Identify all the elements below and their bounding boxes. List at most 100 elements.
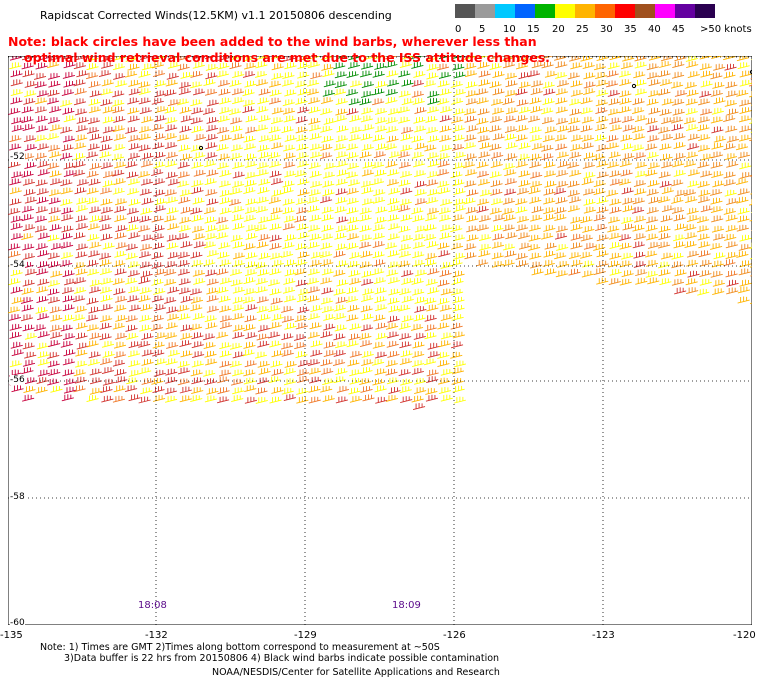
wind-barb — [660, 133, 674, 141]
wind-barb — [191, 259, 204, 267]
wind-barb — [113, 115, 126, 123]
wind-barb — [517, 153, 531, 161]
wind-barb — [60, 198, 73, 206]
wind-barb — [398, 243, 411, 251]
wind-barb — [476, 117, 489, 125]
wind-barb — [504, 72, 518, 80]
wind-barb — [218, 242, 231, 250]
wind-barb — [138, 144, 151, 152]
wind-barb — [399, 198, 412, 206]
wind-barb — [204, 216, 217, 224]
wind-barb — [400, 187, 413, 195]
wind-barb — [437, 152, 450, 160]
wind-barb — [398, 151, 411, 159]
wind-barb — [206, 305, 219, 313]
wind-barb — [360, 295, 374, 303]
wind-barb — [48, 80, 61, 88]
wind-barb — [697, 124, 710, 132]
wind-barb — [151, 215, 164, 223]
wind-barb — [112, 125, 125, 133]
wind-barb — [33, 324, 47, 332]
wind-barb — [102, 378, 116, 386]
wind-barb — [22, 243, 35, 251]
wind-barb — [21, 106, 34, 114]
wind-barb — [76, 342, 89, 350]
wind-barb — [686, 215, 700, 222]
wind-barb — [34, 152, 47, 160]
wind-barb — [320, 152, 333, 160]
wind-barb — [47, 288, 60, 296]
wind-barb — [438, 214, 452, 222]
wind-barb — [128, 134, 141, 142]
wind-barb — [737, 215, 750, 223]
wind-barb — [242, 106, 255, 114]
wind-barb — [140, 387, 153, 395]
wind-barb — [608, 151, 621, 159]
wind-barb — [375, 81, 388, 88]
wind-barb — [710, 270, 723, 278]
wind-barb — [348, 98, 361, 106]
wind-barb — [46, 133, 60, 140]
wind-barb — [112, 63, 126, 71]
lon-label: -135 — [0, 630, 23, 641]
wind-barb — [255, 261, 268, 269]
wind-barb — [348, 56, 361, 61]
wind-barb — [165, 368, 178, 376]
wind-barb — [296, 152, 309, 160]
wind-barb — [267, 279, 281, 287]
wind-barb — [296, 223, 309, 231]
wind-barb — [699, 56, 712, 60]
wind-barb — [9, 187, 22, 195]
wind-barb — [622, 124, 635, 132]
wind-barb — [100, 56, 113, 62]
wind-barb — [518, 242, 532, 250]
wind-barb — [205, 133, 218, 141]
wind-barb — [283, 295, 297, 303]
wind-barb — [256, 296, 269, 304]
wind-barb — [554, 56, 567, 61]
wind-barb — [203, 259, 216, 267]
wind-barb — [191, 332, 204, 340]
lon-label: -120 — [733, 630, 756, 641]
wind-barb — [307, 268, 320, 276]
wind-barb — [710, 89, 723, 97]
wind-barb — [165, 79, 178, 87]
wind-barb — [502, 259, 515, 267]
wind-barb — [361, 278, 374, 286]
wind-barb — [88, 81, 101, 89]
wind-barb — [414, 305, 427, 313]
wind-barb — [359, 214, 372, 222]
wind-barb — [423, 80, 437, 88]
wind-barb — [36, 342, 49, 350]
wind-barb — [100, 315, 113, 323]
wind-barb — [687, 71, 700, 79]
wind-barb — [583, 171, 596, 179]
wind-barb — [502, 243, 516, 251]
wind-barb — [102, 350, 115, 358]
wind-barb — [154, 332, 168, 340]
wind-barb — [372, 232, 385, 240]
wind-barb — [450, 288, 464, 296]
wind-barb — [11, 171, 24, 179]
wind-barb — [620, 134, 633, 142]
wind-barb — [257, 340, 270, 348]
wind-barb — [385, 242, 398, 250]
wind-barb — [658, 70, 671, 78]
wind-barb — [269, 223, 282, 231]
wind-barb — [205, 225, 218, 233]
wind-barb — [270, 207, 283, 215]
wind-barb — [294, 342, 307, 350]
wind-barb — [725, 81, 738, 89]
wind-barb — [232, 296, 245, 304]
wind-barb — [72, 314, 86, 322]
wind-barb — [294, 268, 307, 276]
wind-barb — [177, 134, 190, 142]
wind-barb — [219, 322, 233, 329]
colorbar-tick: 40 — [648, 24, 661, 35]
wind-barb — [594, 134, 607, 142]
wind-barb — [725, 252, 738, 259]
wind-barb — [24, 377, 37, 385]
wind-barb — [452, 214, 465, 222]
wind-barb — [463, 197, 476, 205]
wind-barb — [476, 161, 489, 169]
